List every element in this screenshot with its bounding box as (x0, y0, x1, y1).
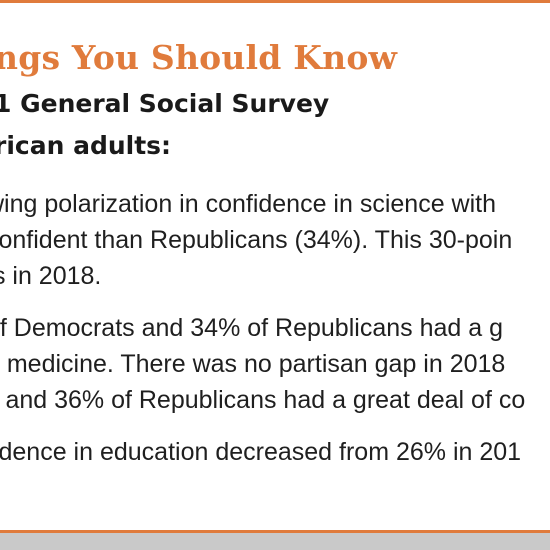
finding-education-confidence: fidence in education decreased from 26% … (0, 434, 521, 470)
card-title: ngs You Should Know (0, 38, 398, 77)
finding-line: confident than Republicans (34%). This 3… (0, 226, 513, 254)
finding-line: wing polarization in confidence in scien… (0, 190, 497, 218)
bottom-divider (0, 530, 550, 533)
top-divider (0, 0, 550, 3)
finding-science-confidence: wing polarization in confidence in scien… (0, 186, 512, 294)
finding-line: fidence in education decreased from 26% … (0, 438, 522, 466)
population-subtitle: rican adults: (0, 131, 172, 160)
footer-band (0, 533, 550, 550)
finding-line: of Democrats and 34% of Republicans had … (0, 314, 503, 342)
finding-line: s and 36% of Republicans had a great dea… (0, 386, 526, 414)
survey-subtitle: 1 General Social Survey (0, 89, 330, 118)
finding-line: ts in 2018. (0, 262, 102, 290)
finding-line: n medicine. There was no partisan gap in… (0, 350, 506, 378)
finding-medicine-confidence: of Democrats and 34% of Republicans had … (0, 310, 525, 418)
